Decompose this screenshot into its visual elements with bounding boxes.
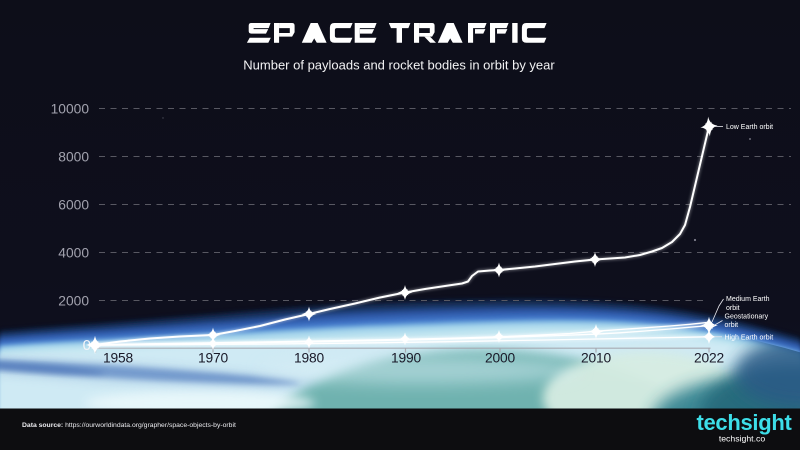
svg-text:techsight.co: techsight.co [719,434,766,444]
svg-text:2010: 2010 [581,351,611,366]
svg-text:1980: 1980 [294,351,324,366]
svg-text:Geostationary: Geostationary [725,314,769,321]
svg-text:Low Earth orbit: Low Earth orbit [726,124,773,131]
svg-text:6000: 6000 [58,198,89,213]
svg-text:10000: 10000 [51,102,90,117]
svg-text:0: 0 [83,337,91,354]
svg-text:1958: 1958 [103,351,133,366]
svg-text:Data source: https://ourworldi: Data source: https://ourworldindata.org/… [22,422,236,429]
svg-text:Number of payloads and rocket: Number of payloads and rocket bodies in … [243,58,555,73]
svg-text:techsight: techsight [696,410,792,435]
svg-text:Medium Earth: Medium Earth [726,296,770,303]
svg-text:2000: 2000 [58,294,89,309]
svg-text:1990: 1990 [391,351,421,366]
svg-text:1970: 1970 [198,351,228,366]
svg-text:High Earth orbit: High Earth orbit [725,335,774,342]
svg-text:orbit: orbit [725,322,739,329]
svg-text:2022: 2022 [694,351,724,366]
svg-text:orbit: orbit [726,305,740,312]
svg-text:2000: 2000 [485,351,515,366]
svg-text:4000: 4000 [58,246,89,261]
svg-text:8000: 8000 [58,150,89,165]
